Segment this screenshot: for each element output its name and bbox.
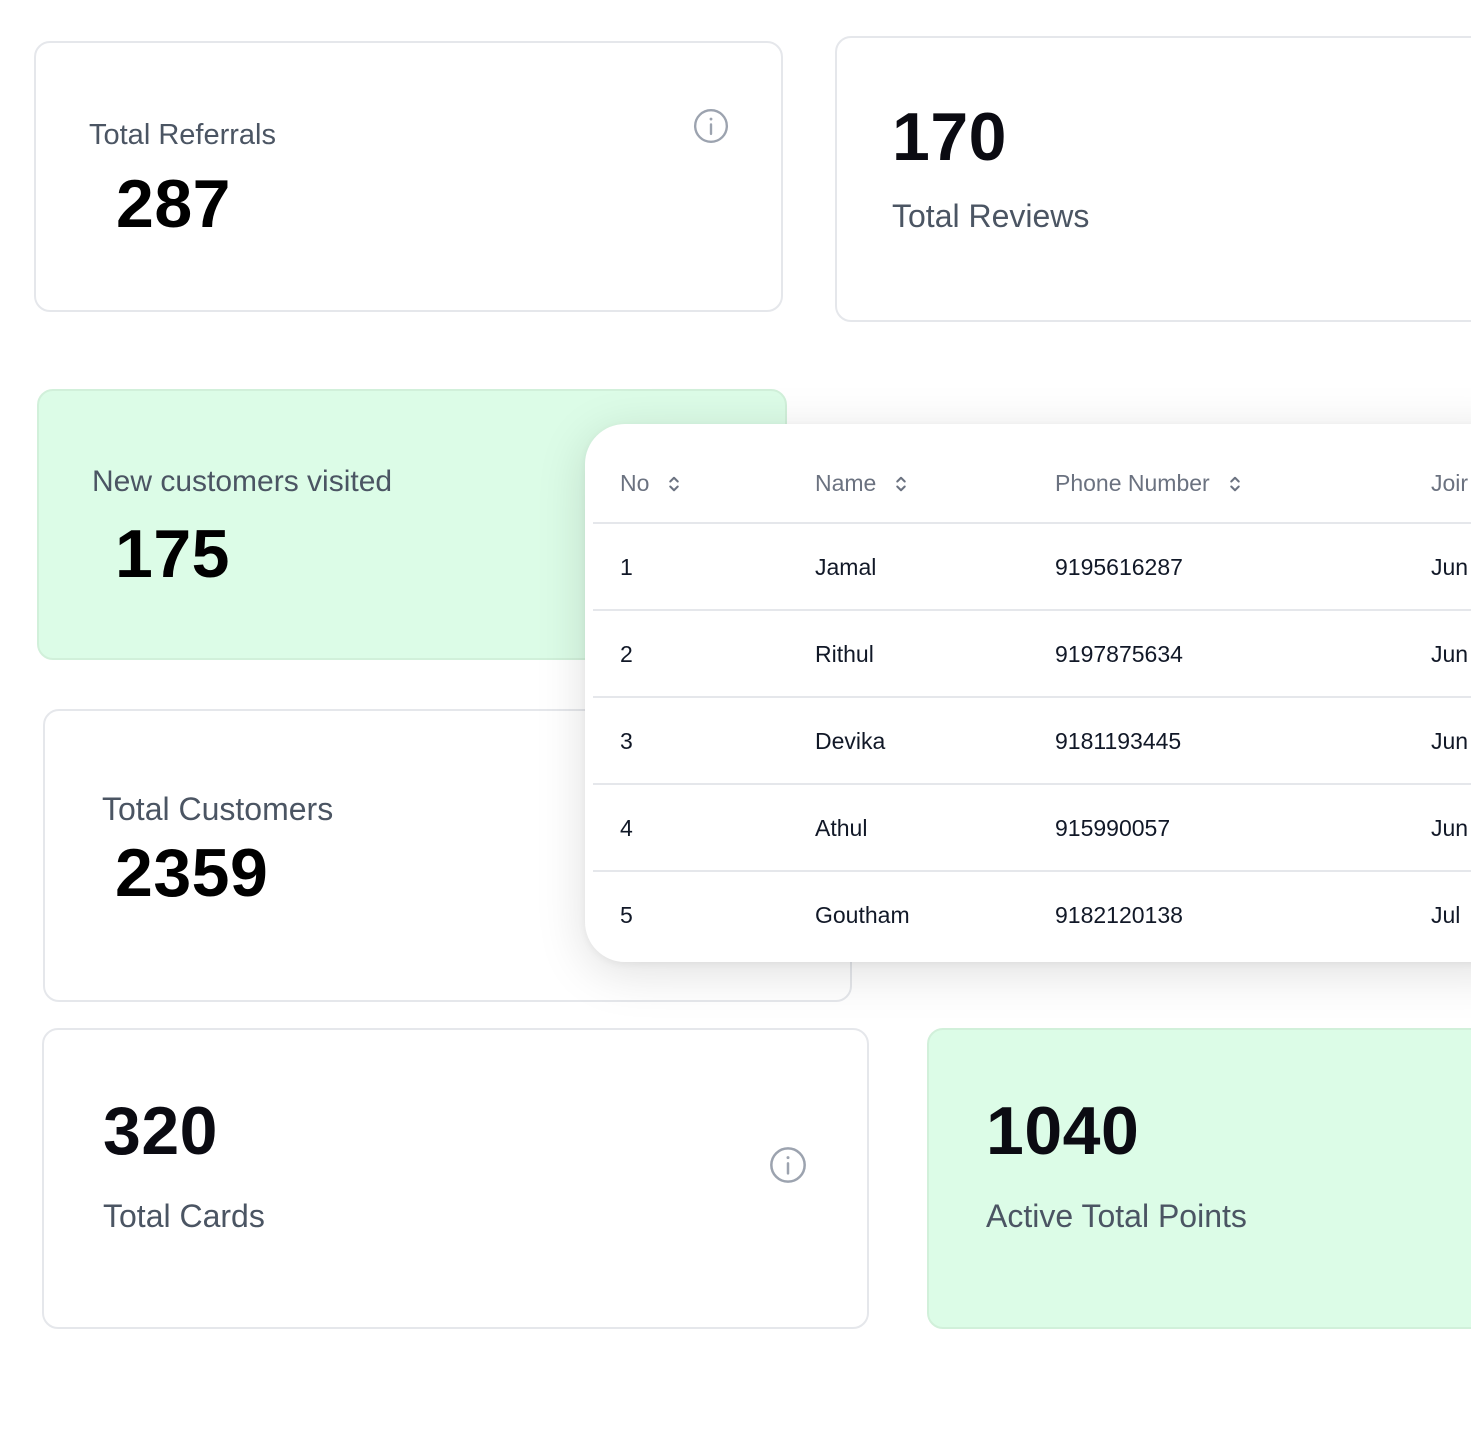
cell-no: 1 [620,554,633,580]
total-referrals-card: Total Referrals 287 [34,41,783,312]
cell-name: Devika [815,728,886,754]
cell-name: Rithul [815,641,874,667]
cell-joined: Jun [1431,641,1469,667]
sort-chevrons-icon[interactable] [892,474,910,494]
cell-name: Jamal [815,554,877,580]
cell-phone: 9181193445 [1055,728,1182,754]
total-cards-label: Total Cards [103,1198,265,1234]
cell-name: Goutham [815,902,910,928]
column-header-name[interactable]: Name [815,470,910,497]
total-customers-label: Total Customers [102,791,334,827]
total-reviews-card: 170 Total Reviews [835,36,1471,322]
total-cards-card: 320 Total Cards [42,1028,869,1329]
table-row[interactable]: 4 Athul 915990057 Jun [593,783,1471,870]
new-customers-label: New customers visited [92,465,393,498]
cell-no: 5 [620,902,633,928]
cell-no: 4 [620,815,633,841]
cell-phone: 915990057 [1055,815,1171,841]
total-customers-value: 2359 [115,835,269,911]
column-header-label: Name [815,470,877,496]
table-row[interactable]: 1 Jamal 9195616287 Jun [593,522,1471,609]
cell-no: 3 [620,728,633,754]
active-points-value: 1040 [986,1093,1140,1169]
table-row[interactable]: 2 Rithul 9197875634 Jun [593,609,1471,696]
column-header-phone[interactable]: Phone Number [1055,470,1244,497]
info-icon[interactable] [768,1145,808,1185]
cell-phone: 9197875634 [1055,641,1183,667]
sort-chevrons-icon[interactable] [665,474,683,494]
cell-phone: 9182120138 [1055,902,1183,928]
total-reviews-label: Total Reviews [892,198,1090,234]
customers-table: No Name Phone Number [585,424,1471,962]
total-referrals-value: 287 [116,166,231,242]
column-header-label: Joir [1431,470,1469,496]
cell-name: Athul [815,815,868,841]
active-points-card: 1040 Active Total Points [927,1028,1471,1329]
info-icon[interactable] [692,107,730,145]
total-cards-value: 320 [103,1093,218,1169]
column-header-label: Phone Number [1055,470,1210,496]
cell-no: 2 [620,641,633,667]
table-header: No Name Phone Number [585,424,1471,524]
cell-phone: 9195616287 [1055,554,1183,580]
table-row[interactable]: 3 Devika 9181193445 Jun [593,696,1471,783]
total-referrals-label: Total Referrals [89,119,276,151]
table-row[interactable]: 5 Goutham 9182120138 Jul [593,870,1471,957]
active-points-label: Active Total Points [986,1198,1247,1234]
cell-joined: Jun [1431,554,1469,580]
cell-joined: Jul [1431,902,1461,928]
column-header-joined[interactable]: Joir [1431,470,1468,497]
cell-joined: Jun [1431,728,1469,754]
total-reviews-value: 170 [892,99,1007,175]
cell-joined: Jun [1431,815,1469,841]
sort-chevrons-icon[interactable] [1226,474,1244,494]
column-header-label: No [620,470,650,496]
column-header-no[interactable]: No [620,470,683,497]
new-customers-value: 175 [115,516,230,592]
